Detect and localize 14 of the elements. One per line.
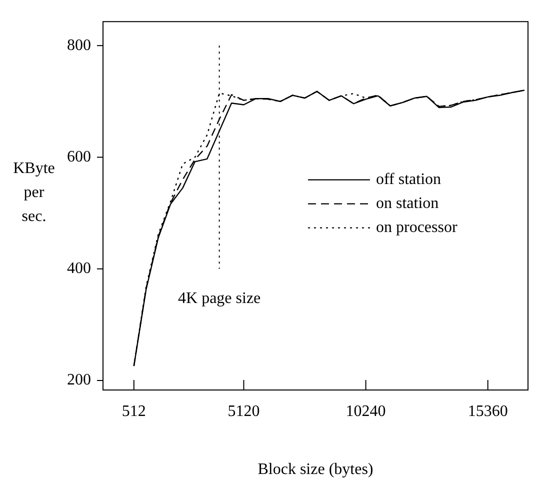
y-tick-label: 200	[67, 372, 91, 389]
legend-label: on station	[376, 195, 439, 212]
y-tick-label: 600	[67, 148, 91, 166]
x-tick-label: 512	[122, 402, 146, 420]
y-axis-title: KByte per sec.	[13, 160, 55, 226]
legend-label: on processor	[376, 219, 458, 236]
x-tick-label: 15360	[468, 402, 508, 420]
x-tick-label: 10240	[346, 402, 386, 420]
x-axis-title: Block size (bytes)	[258, 461, 374, 478]
y-tick-label: 400	[67, 260, 91, 278]
x-tick-label: 5120	[228, 402, 260, 420]
y-tick-label: 800	[67, 36, 91, 54]
ref-line-label: 4K page size	[178, 290, 261, 308]
legend-label: off station	[376, 171, 442, 188]
